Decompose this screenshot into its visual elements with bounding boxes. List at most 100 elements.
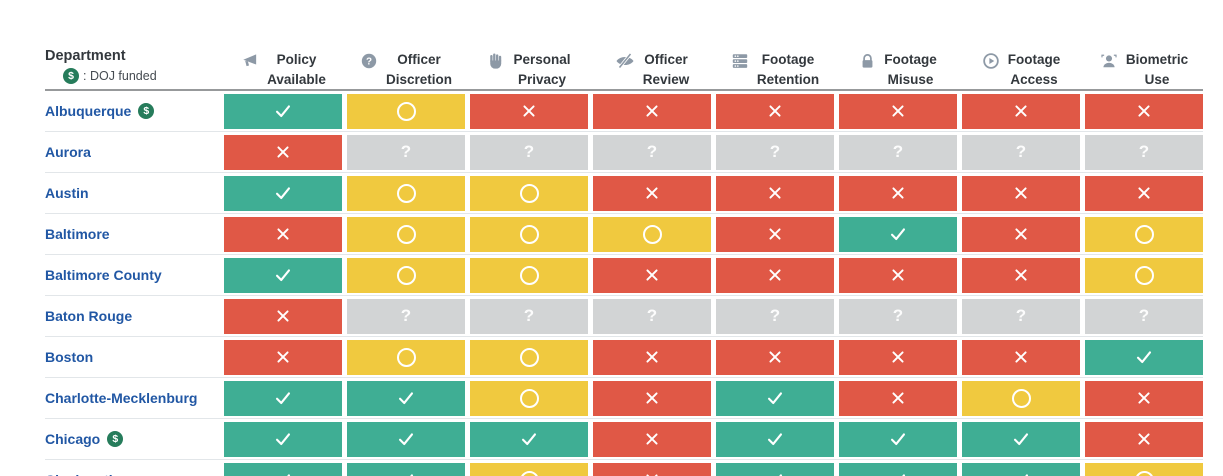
score-cell-officer-review[interactable]	[593, 462, 711, 476]
score-cell-footage-access[interactable]	[962, 93, 1080, 129]
score-cell-personal-privacy[interactable]	[470, 380, 588, 416]
score-cell-personal-privacy[interactable]	[470, 175, 588, 211]
column-header-officer-discretion: ? Officer Discretion	[347, 45, 465, 89]
score-cell-officer-discretion[interactable]	[347, 462, 465, 476]
score-cell-officer-discretion[interactable]	[347, 339, 465, 375]
score-cell-personal-privacy[interactable]	[470, 462, 588, 476]
score-cell-biometric-use[interactable]	[1085, 257, 1203, 293]
score-cell-officer-discretion[interactable]: ?	[347, 134, 465, 170]
score-cell-officer-review[interactable]	[593, 216, 711, 252]
score-cell-footage-misuse[interactable]	[839, 421, 957, 457]
score-cell-biometric-use[interactable]	[1085, 421, 1203, 457]
score-cell-personal-privacy[interactable]	[470, 421, 588, 457]
score-cell-officer-review[interactable]: ?	[593, 298, 711, 334]
score-cell-personal-privacy[interactable]	[470, 93, 588, 129]
score-cell-footage-retention[interactable]	[716, 93, 834, 129]
score-cell-footage-retention[interactable]	[716, 257, 834, 293]
department-link[interactable]: Baltimore	[45, 226, 110, 242]
score-cell-biometric-use[interactable]	[1085, 93, 1203, 129]
department-link[interactable]: Chicago	[45, 431, 101, 447]
score-cell-footage-retention[interactable]	[716, 421, 834, 457]
score-cell-personal-privacy[interactable]	[470, 257, 588, 293]
score-cell-footage-misuse[interactable]: ?	[839, 134, 957, 170]
department-link[interactable]: Baton Rouge	[45, 308, 133, 324]
score-cell-footage-access[interactable]	[962, 462, 1080, 476]
score-cell-footage-misuse[interactable]	[839, 93, 957, 129]
score-cell-officer-review[interactable]	[593, 257, 711, 293]
score-cell-policy-available[interactable]	[224, 175, 342, 211]
score-cell-footage-misuse[interactable]	[839, 462, 957, 476]
score-cell-officer-review[interactable]: ?	[593, 134, 711, 170]
score-cell-biometric-use[interactable]	[1085, 380, 1203, 416]
score-cell-policy-available[interactable]	[224, 93, 342, 129]
score-cell-footage-retention[interactable]	[716, 175, 834, 211]
score-cell-biometric-use[interactable]	[1085, 175, 1203, 211]
score-cell-policy-available[interactable]	[224, 421, 342, 457]
score-cell-officer-discretion[interactable]	[347, 216, 465, 252]
score-cell-officer-review[interactable]	[593, 380, 711, 416]
score-cell-footage-access[interactable]	[962, 175, 1080, 211]
department-link[interactable]: Albuquerque	[45, 103, 132, 119]
score-cell-footage-retention[interactable]	[716, 339, 834, 375]
column-header-policy-available: Policy Available	[224, 45, 342, 89]
column-header-label: Footage Retention	[756, 52, 820, 87]
score-cell-biometric-use[interactable]	[1085, 216, 1203, 252]
question-icon: ?	[360, 52, 378, 75]
score-cell-footage-access[interactable]: ?	[962, 298, 1080, 334]
score-cell-footage-access[interactable]	[962, 257, 1080, 293]
score-cell-officer-review[interactable]	[593, 175, 711, 211]
score-cell-officer-review[interactable]	[593, 421, 711, 457]
score-cell-officer-review[interactable]	[593, 339, 711, 375]
score-cell-footage-retention[interactable]	[716, 462, 834, 476]
department-cell: Austin	[45, 173, 219, 213]
department-link[interactable]: Boston	[45, 349, 94, 365]
score-cell-footage-retention[interactable]: ?	[716, 298, 834, 334]
score-cell-footage-access[interactable]	[962, 421, 1080, 457]
score-cell-biometric-use[interactable]	[1085, 339, 1203, 375]
department-link[interactable]: Baltimore County	[45, 267, 162, 283]
score-cell-personal-privacy[interactable]: ?	[470, 298, 588, 334]
score-cell-policy-available[interactable]	[224, 298, 342, 334]
score-cell-policy-available[interactable]	[224, 216, 342, 252]
department-cell: Baltimore County	[45, 255, 219, 295]
score-cell-officer-discretion[interactable]	[347, 380, 465, 416]
table-row: Austin	[45, 173, 1203, 214]
scorecard-table: Department $ : DOJ funded Policy Availab…	[45, 45, 1203, 476]
score-cell-officer-discretion[interactable]	[347, 93, 465, 129]
score-cell-footage-retention[interactable]	[716, 216, 834, 252]
department-link[interactable]: Cincinnati	[45, 472, 113, 476]
score-cell-footage-access[interactable]	[962, 380, 1080, 416]
score-cell-officer-discretion[interactable]	[347, 175, 465, 211]
score-cell-policy-available[interactable]	[224, 380, 342, 416]
score-cell-biometric-use[interactable]: ?	[1085, 134, 1203, 170]
score-cell-personal-privacy[interactable]	[470, 339, 588, 375]
score-cell-footage-access[interactable]: ?	[962, 134, 1080, 170]
score-cell-footage-misuse[interactable]: ?	[839, 298, 957, 334]
score-cell-footage-misuse[interactable]	[839, 339, 957, 375]
score-cell-policy-available[interactable]	[224, 257, 342, 293]
score-cell-footage-retention[interactable]: ?	[716, 134, 834, 170]
department-link[interactable]: Austin	[45, 185, 89, 201]
score-cell-personal-privacy[interactable]: ?	[470, 134, 588, 170]
score-cell-officer-review[interactable]	[593, 93, 711, 129]
table-row: Albuquerque $	[45, 91, 1203, 132]
score-cell-footage-access[interactable]	[962, 216, 1080, 252]
score-cell-footage-misuse[interactable]	[839, 175, 957, 211]
score-cell-personal-privacy[interactable]	[470, 216, 588, 252]
score-cell-officer-discretion[interactable]	[347, 257, 465, 293]
score-cell-policy-available[interactable]	[224, 462, 342, 476]
score-cell-biometric-use[interactable]: ?	[1085, 298, 1203, 334]
score-cell-footage-misuse[interactable]	[839, 257, 957, 293]
score-cell-policy-available[interactable]	[224, 339, 342, 375]
score-cell-footage-misuse[interactable]	[839, 216, 957, 252]
score-cell-biometric-use[interactable]	[1085, 462, 1203, 476]
score-cell-footage-misuse[interactable]	[839, 380, 957, 416]
score-cell-footage-access[interactable]	[962, 339, 1080, 375]
score-cell-footage-retention[interactable]	[716, 380, 834, 416]
department-link[interactable]: Aurora	[45, 144, 91, 160]
department-link[interactable]: Charlotte-Mecklenburg	[45, 390, 198, 406]
score-cell-officer-discretion[interactable]: ?	[347, 298, 465, 334]
score-cell-policy-available[interactable]	[224, 134, 342, 170]
score-cell-officer-discretion[interactable]	[347, 421, 465, 457]
